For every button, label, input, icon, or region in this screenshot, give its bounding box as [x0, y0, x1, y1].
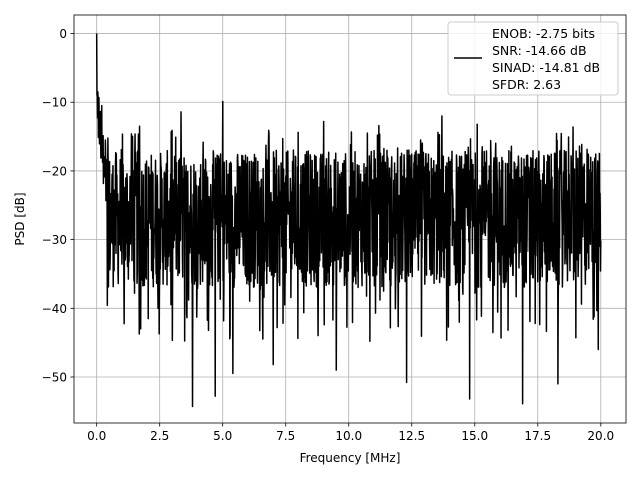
x-tick-label: 20.0 [587, 429, 614, 443]
x-tick-label: 2.5 [150, 429, 169, 443]
x-tick-label: 5.0 [213, 429, 232, 443]
legend-enob: ENOB: -2.75 bits [492, 26, 595, 41]
legend-box [447, 21, 619, 96]
plot-frame [73, 14, 627, 424]
x-tick-label: 7.5 [276, 429, 295, 443]
y-tick-label: 0 [59, 27, 67, 41]
x-tick-label: 17.5 [524, 429, 551, 443]
y-axis-ticks: 0 −10 −20 −30 −40 −50 [42, 27, 74, 384]
legend-sfdr: SFDR: 2.63 [492, 77, 561, 92]
y-tick-label: −10 [42, 96, 67, 110]
psd-series-line [95, 33, 602, 408]
x-tick-label: 12.5 [398, 429, 425, 443]
x-tick-label: 10.0 [335, 429, 362, 443]
legend: ENOB: -2.75 bits SNR: -14.66 dB SINAD: -… [447, 21, 619, 96]
y-axis-label: PSD [dB] [13, 192, 27, 245]
x-axis-ticks: 0.0 2.5 5.0 7.5 10.0 12.5 15.0 17.5 20.0 [87, 423, 614, 443]
x-tick-label: 0.0 [87, 429, 106, 443]
y-tick-label: −30 [42, 233, 67, 247]
x-tick-label: 15.0 [461, 429, 488, 443]
y-tick-label: −50 [42, 370, 67, 384]
y-tick-label: −20 [42, 164, 67, 178]
y-tick-label: −40 [42, 302, 67, 316]
legend-sinad: SINAD: -14.81 dB [492, 60, 600, 75]
x-axis-label: Frequency [MHz] [300, 451, 401, 465]
legend-snr: SNR: -14.66 dB [492, 43, 587, 58]
